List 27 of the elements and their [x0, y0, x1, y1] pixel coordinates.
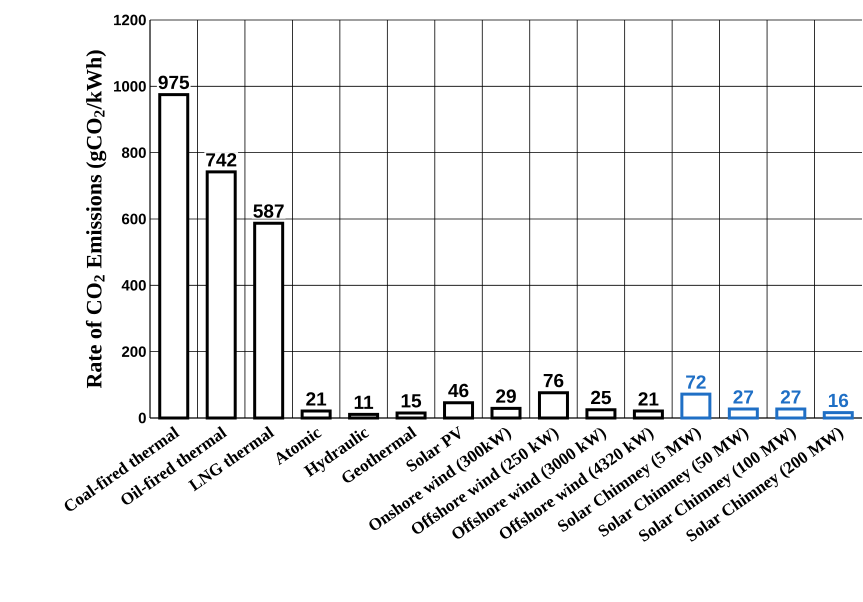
data-label: 975 — [158, 76, 190, 90]
data-label: 25 — [591, 390, 611, 404]
data-label: 76 — [544, 374, 564, 388]
data-label: 587 — [253, 204, 284, 218]
data-label: 15 — [402, 394, 422, 408]
data-label: 16 — [828, 394, 848, 408]
y-axis-title: Rate of CO$_{2}$ Emissions (gCO$_{2}$/kWh) — [86, 50, 106, 388]
bar — [680, 392, 712, 420]
data-label: 742 — [206, 153, 236, 166]
data-label: 27 — [733, 390, 754, 404]
y-tick-label: 800 — [122, 147, 146, 158]
y-tick-label: 1200 — [114, 14, 146, 26]
bar — [728, 408, 759, 420]
data-label: 29 — [496, 389, 516, 403]
data-label: 72 — [686, 375, 706, 389]
y-tick-label: 400 — [122, 280, 146, 291]
y-tick-label: 600 — [122, 214, 146, 224]
y-tick-label: 200 — [122, 346, 146, 357]
data-label: 46 — [448, 384, 468, 398]
data-label: 21 — [638, 392, 658, 406]
data-label: 11 — [354, 396, 374, 409]
data-label: 27 — [780, 390, 801, 404]
y-tick-label: 1000 — [114, 81, 146, 92]
bar — [822, 411, 854, 420]
bar — [775, 408, 806, 420]
y-tick-label: 0 — [138, 412, 146, 424]
data-label: 21 — [306, 392, 326, 406]
